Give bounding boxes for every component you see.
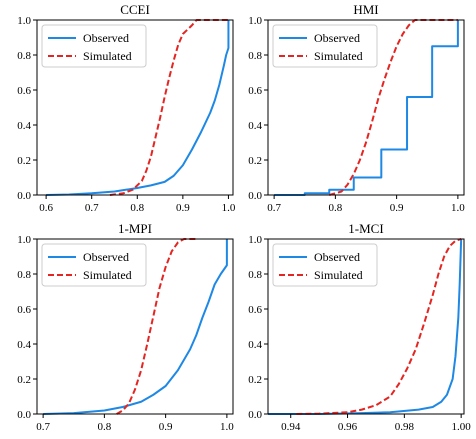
panel-3-y-tick-label: 1.0 bbox=[17, 234, 31, 246]
panel-4-legend-label-simulated: Simulated bbox=[314, 268, 363, 282]
panel-1-x-tick-label: 0.9 bbox=[176, 202, 190, 214]
panel-4-series-observed-line bbox=[268, 238, 463, 415]
panel-4-x-tick-label: 0.94 bbox=[281, 421, 301, 433]
panel-3-y-tick-label: 0.6 bbox=[17, 304, 31, 316]
panel-1-legend-label-simulated: Simulated bbox=[83, 49, 132, 63]
panel-2-legend-label-observed: Observed bbox=[314, 31, 360, 45]
panel-1-title: CCEI bbox=[120, 2, 150, 17]
panel-3-x-tick-label: 0.7 bbox=[36, 421, 50, 433]
panel-3-legend-label-observed: Observed bbox=[83, 250, 129, 264]
panel-3-y-tick-label: 0.2 bbox=[17, 374, 31, 386]
panel-4-series-simulated-line bbox=[296, 238, 462, 415]
panel-4-y-tick-label: 0.0 bbox=[248, 409, 262, 421]
panel-2-title: HMI bbox=[353, 2, 378, 17]
panel-2-x-tick-label: 0.7 bbox=[267, 202, 281, 214]
panel-3-x-tick-label: 0.9 bbox=[159, 421, 173, 433]
panel-4-legend: Observed Simulated bbox=[272, 243, 378, 287]
panel-2-series-simulated-line bbox=[328, 19, 458, 196]
panel-2-plot-frame bbox=[267, 19, 465, 196]
panel-1-x-tick-label: 1.0 bbox=[222, 202, 236, 214]
panel-4-y-tick-label: 0.2 bbox=[248, 374, 262, 386]
panel-3-y-tick-label: 0.8 bbox=[17, 269, 31, 281]
panel-1-x-tick-label: 0.8 bbox=[130, 202, 144, 214]
panel-2: HMI 0.7 0.8 0.9 1.0 0.0 0.2 0.4 0.6 0.8 1.0 Observe… bbox=[248, 2, 465, 214]
panel-3-series-simulated-line bbox=[116, 238, 197, 415]
panel-4-x-tick-label: 0.96 bbox=[338, 421, 358, 433]
panel-3: 1-MPI 0.7 0.8 0.9 1.0 0.0 0.2 0.4 0.6 0.8 1.0 Obser… bbox=[17, 221, 234, 433]
panel-2-y-tick-label: 0.0 bbox=[248, 190, 262, 202]
panel-4-y-tick-label: 0.6 bbox=[248, 304, 262, 316]
panel-1-y-tick-label: 0.2 bbox=[17, 155, 31, 167]
panel-1-series-observed-line bbox=[46, 20, 230, 196]
panel-1: CCEI 0.6 0.7 0.8 0.9 1.0 0.0 0.2 0.4 0.6 0.8 1.0 Obs… bbox=[17, 2, 236, 214]
panel-1-series-simulated-line bbox=[109, 19, 229, 196]
panel-2-y-tick-label: 0.6 bbox=[248, 85, 262, 97]
panel-2-series-observed-line bbox=[274, 20, 459, 196]
panel-3-title: 1-MPI bbox=[118, 221, 152, 236]
panel-4-legend-label-observed: Observed bbox=[314, 250, 360, 264]
panel-2-x-tick-label: 0.9 bbox=[390, 202, 404, 214]
panel-1-y-tick-label: 0.8 bbox=[17, 50, 31, 62]
panel-1-plot-frame bbox=[36, 19, 234, 196]
panel-2-x-tick-label: 1.0 bbox=[451, 202, 465, 214]
panel-3-legend-label-simulated: Simulated bbox=[83, 268, 132, 282]
panel-4-y-tick-label: 0.4 bbox=[248, 339, 262, 351]
panel-2-legend: Observed Simulated bbox=[272, 24, 378, 68]
panel-3-y-tick-label: 0.0 bbox=[17, 409, 31, 421]
panel-2-y-tick-label: 1.0 bbox=[248, 15, 262, 27]
panel-3-legend: Observed Simulated bbox=[41, 243, 147, 287]
panel-1-x-tick-label: 0.6 bbox=[39, 202, 53, 214]
panel-4-y-tick-label: 0.8 bbox=[248, 269, 262, 281]
panel-2-y-tick-label: 0.2 bbox=[248, 155, 262, 167]
panel-1-legend: Observed Simulated bbox=[41, 24, 147, 68]
panel-2-x-tick-label: 0.8 bbox=[329, 202, 343, 214]
panel-2-y-tick-label: 0.4 bbox=[248, 120, 262, 132]
panel-1-y-tick-label: 0.6 bbox=[17, 85, 31, 97]
panel-4-x-tick-label: 1.00 bbox=[452, 421, 472, 433]
panel-3-x-tick-label: 0.8 bbox=[98, 421, 112, 433]
panel-4-x-tick-label: 0.98 bbox=[395, 421, 415, 433]
panel-3-x-tick-label: 1.0 bbox=[220, 421, 234, 433]
panel-3-y-tick-label: 0.4 bbox=[17, 339, 31, 351]
panel-1-y-tick-label: 0.0 bbox=[17, 190, 31, 202]
panel-3-plot-frame bbox=[36, 238, 234, 415]
panel-1-y-tick-label: 0.4 bbox=[17, 120, 31, 132]
panel-2-legend-label-simulated: Simulated bbox=[314, 49, 363, 63]
panel-1-x-tick-label: 0.7 bbox=[85, 202, 99, 214]
panel-1-legend-label-observed: Observed bbox=[83, 31, 129, 45]
panel-4-y-tick-label: 1.0 bbox=[248, 234, 262, 246]
panel-2-y-tick-label: 0.8 bbox=[248, 50, 262, 62]
panel-4-plot-frame bbox=[267, 238, 465, 415]
panel-4: 1-MCI 0.94 0.96 0.98 1.00 0.0 0.2 0.4 0.6 0.8 1.0 O… bbox=[248, 221, 471, 433]
panel-4-title: 1-MCI bbox=[348, 221, 383, 236]
panel-3-series-observed-line bbox=[43, 239, 228, 415]
panel-1-y-tick-label: 1.0 bbox=[17, 15, 31, 27]
